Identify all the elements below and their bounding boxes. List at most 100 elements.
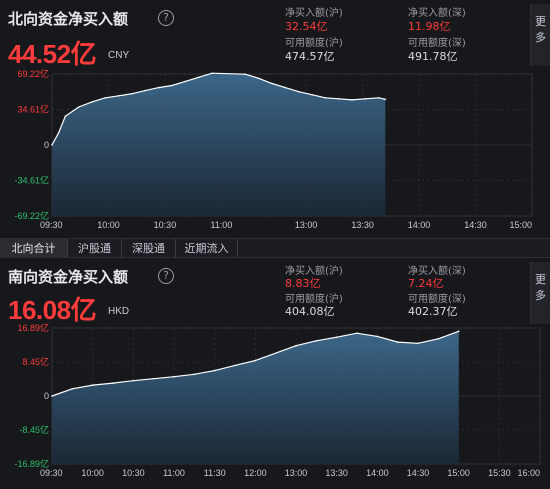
data-point	[77, 106, 80, 108]
data-point	[51, 144, 53, 146]
data-point	[257, 77, 260, 80]
data-point	[152, 377, 155, 380]
data-point	[112, 382, 114, 384]
northbound-sz-quota-value: 491.78亿	[408, 50, 458, 63]
data-point	[211, 72, 213, 74]
northbound-tabs: 北向合计 沪股通 深股通 近期流入	[0, 238, 550, 258]
northbound-sh-buy-label: 净买入额(沪)	[285, 8, 343, 19]
data-point	[457, 330, 460, 333]
x-tick-label: 15:00	[447, 468, 470, 478]
northbound-sh-quota-value: 474.57亿	[285, 50, 335, 63]
tab-sh-connect[interactable]: 沪股通	[68, 239, 122, 258]
southbound-title: 南向资金净买入额	[8, 268, 129, 286]
data-point	[104, 97, 107, 99]
southbound-sh-buy-label: 净买入额(沪)	[285, 266, 343, 277]
northbound-sz-buy-value: 11.98亿	[408, 20, 451, 33]
southbound-sz-buy-label: 净买入额(深)	[408, 266, 466, 277]
data-point	[71, 388, 74, 390]
x-tick-label: 13:00	[295, 220, 318, 230]
x-tick-label: 09:30	[40, 468, 63, 478]
x-tick-label: 11:30	[204, 468, 226, 478]
data-point	[437, 338, 440, 340]
data-point	[57, 131, 60, 134]
x-tick-label: 13:00	[285, 468, 308, 478]
southbound-panel: 南向资金净买入额 ? 16.08亿 HKD 净买入额(沪) 8.83亿 净买入额…	[0, 260, 550, 489]
tab-north-total[interactable]: 北向合计	[0, 239, 68, 258]
southbound-sh-quota-value: 404.08亿	[285, 305, 335, 318]
x-tick-label: 11:00	[210, 220, 232, 230]
southbound-sh-quota-label: 可用额度(沪)	[285, 294, 343, 305]
series-area	[52, 73, 386, 216]
data-point	[284, 86, 287, 89]
northbound-panel: 北向资金净买入额 ? 44.52亿 CNY 净买入额(沪) 32.54亿 净买入…	[0, 0, 550, 240]
x-tick-label: 10:00	[81, 468, 104, 478]
x-tick-label: 15:00	[509, 220, 532, 230]
data-point	[157, 86, 160, 89]
southbound-sz-quota-label: 可用额度(深)	[408, 294, 466, 305]
y-tick-label: 69.22亿	[17, 68, 49, 79]
northbound-net-value: 44.52亿	[8, 39, 97, 69]
data-point	[171, 84, 173, 87]
x-tick-label: 11:00	[163, 468, 185, 478]
data-point	[91, 384, 94, 386]
x-tick-label: 10:30	[154, 220, 177, 230]
data-point	[324, 97, 327, 99]
y-tick-label: 8.45亿	[22, 356, 49, 367]
y-tick-label: -69.22亿	[14, 210, 49, 221]
y-tick-label: -8.45亿	[19, 424, 49, 435]
data-point	[356, 332, 358, 334]
data-point	[64, 115, 67, 118]
northbound-title: 北向资金净买入额	[8, 10, 129, 28]
data-point	[315, 340, 318, 342]
data-point	[173, 375, 175, 378]
data-point	[271, 82, 273, 85]
y-tick-label: 0	[44, 140, 49, 150]
southbound-more-button[interactable]: 更多	[530, 262, 550, 324]
data-point	[254, 359, 257, 362]
data-point	[234, 364, 236, 367]
x-tick-label: 14:00	[408, 220, 431, 230]
northbound-help-icon[interactable]: ?	[158, 10, 174, 26]
data-point	[335, 336, 338, 338]
y-tick-label: 0	[44, 391, 49, 401]
tab-sz-connect[interactable]: 深股通	[122, 239, 176, 258]
x-tick-label: 13:30	[325, 468, 348, 478]
southbound-sh-buy-value: 8.83亿	[285, 277, 321, 290]
x-tick-label: 14:30	[464, 220, 487, 230]
southbound-unit: HKD	[108, 306, 130, 317]
x-tick-label: 10:30	[122, 468, 145, 478]
northbound-unit: CNY	[108, 50, 130, 61]
data-point	[311, 93, 313, 96]
x-tick-label: 14:00	[366, 468, 389, 478]
data-point	[295, 344, 297, 347]
northbound-sh-buy-value: 32.54亿	[285, 20, 328, 33]
y-tick-label: 34.61亿	[17, 104, 49, 115]
y-tick-label: -34.61亿	[14, 175, 49, 186]
tab-recent-inflow[interactable]: 近期流入	[176, 239, 238, 258]
data-point	[377, 97, 380, 99]
data-point	[197, 76, 200, 79]
data-point	[396, 341, 399, 343]
data-point	[132, 379, 135, 382]
southbound-help-icon[interactable]: ?	[158, 268, 174, 284]
y-tick-label: 16.89亿	[17, 324, 49, 333]
northbound-sz-buy-label: 净买入额(深)	[408, 8, 466, 19]
southbound-sz-quota-value: 402.37亿	[408, 305, 458, 318]
series-area	[52, 331, 459, 464]
x-tick-label: 14:30	[407, 468, 430, 478]
data-point	[131, 92, 133, 95]
data-point	[364, 98, 367, 100]
data-point	[376, 335, 379, 338]
x-tick-label: 16:00	[517, 468, 540, 478]
series-line	[51, 72, 386, 146]
northbound-sz-quota-label: 可用额度(深)	[408, 38, 466, 49]
data-point	[351, 99, 353, 101]
data-point	[91, 101, 93, 103]
northbound-more-button[interactable]: 更多	[530, 4, 550, 66]
data-point	[297, 90, 300, 93]
data-point	[184, 80, 187, 83]
southbound-sz-buy-value: 7.24亿	[408, 277, 444, 290]
x-tick-label: 10:00	[97, 220, 120, 230]
